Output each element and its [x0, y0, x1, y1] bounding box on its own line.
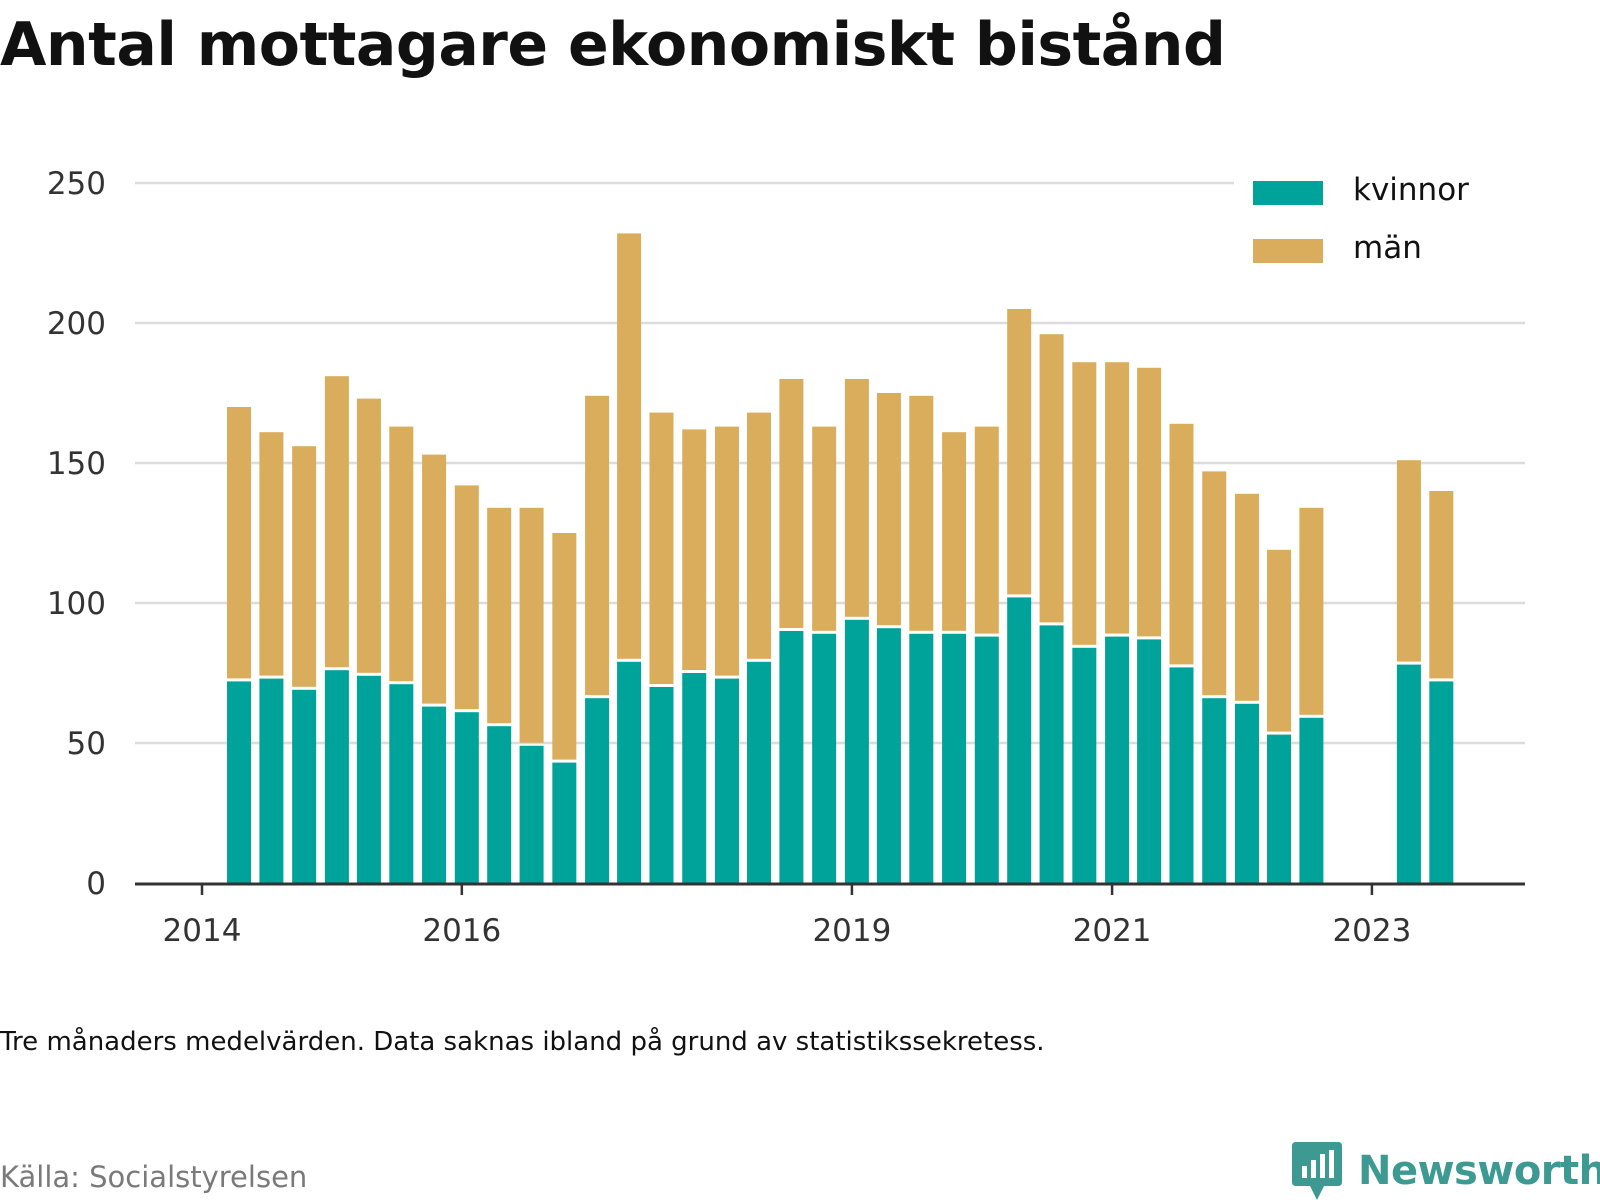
bar-kvinnor [779, 631, 804, 883]
bar-man [1299, 507, 1324, 715]
bar-chart: 0 50 100 150 200 250 2014 2016 2019 2021 2023 kvi… [46, 160, 1534, 949]
bar-man [1202, 471, 1227, 696]
bar-man [779, 379, 804, 628]
x-tick-label: 2016 [422, 913, 501, 949]
bar-kvinnor [1137, 639, 1162, 883]
bar-kvinnor [942, 633, 967, 883]
legend-label: män [1353, 230, 1422, 266]
bar-kvinnor [227, 681, 252, 883]
bar-kvinnor [1169, 667, 1194, 883]
bar-kvinnor [487, 726, 512, 883]
bar-man [812, 426, 837, 631]
bar-man [1105, 362, 1130, 634]
bar-kvinnor [1234, 703, 1259, 883]
bar-man [747, 412, 772, 659]
y-tick-label: 250 [47, 166, 106, 202]
y-tick-label: 50 [67, 726, 106, 762]
bar-kvinnor [1202, 698, 1227, 883]
chart-title: Antal mottagare ekonomiskt bistånd [0, 10, 1226, 80]
x-axis: 2014 2016 2019 2021 2023 [135, 882, 1525, 949]
bar-man [454, 485, 479, 710]
chart-note: Tre månaders medelvärden. Data saknas ib… [0, 1027, 1045, 1057]
bar-kvinnor [812, 633, 837, 883]
bar-man [649, 412, 674, 684]
legend: kvinnor män [1234, 160, 1534, 280]
bar-kvinnor [422, 706, 447, 883]
bar-kvinnor [259, 678, 284, 883]
y-tick-label: 0 [86, 866, 106, 902]
bar-kvinnor [682, 673, 707, 883]
bar-man [552, 533, 577, 760]
bar-man [324, 376, 349, 668]
bar-kvinnor [844, 619, 869, 883]
bar-man [1137, 367, 1162, 637]
bar-kvinnor [1429, 681, 1454, 883]
brand-logo: Newsworthy [1292, 1142, 1600, 1200]
bar-man [1396, 460, 1421, 662]
bar-man [1072, 362, 1097, 645]
bar-man [682, 429, 707, 670]
bar-kvinnor [747, 661, 772, 883]
bar-man [844, 379, 869, 617]
bar-kvinnor [454, 712, 479, 883]
bar-man [876, 393, 901, 626]
bar-kvinnor [356, 675, 381, 883]
bar-kvinnor [292, 689, 317, 883]
bar-kvinnor [974, 636, 999, 883]
bar-kvinnor [1267, 734, 1292, 883]
legend-swatch-kvinnor [1253, 181, 1323, 205]
bar-man [227, 407, 252, 679]
bar-kvinnor [1039, 625, 1064, 883]
bar-kvinnor [714, 678, 739, 883]
bar-man [1234, 493, 1259, 701]
y-axis-tick-labels: 0 50 100 150 200 250 [47, 166, 106, 902]
bar-kvinnor [1072, 647, 1097, 883]
bar-man [259, 432, 284, 676]
bar-man [487, 507, 512, 724]
x-tick-label: 2021 [1073, 913, 1152, 949]
y-tick-label: 200 [47, 306, 106, 342]
newsworthy-logo-icon [1292, 1142, 1342, 1200]
bar-kvinnor [909, 633, 934, 883]
bar-man [974, 426, 999, 634]
legend-label: kvinnor [1353, 172, 1469, 208]
bar-man [1169, 423, 1194, 665]
bar-man [585, 395, 610, 696]
bar-man [1007, 309, 1032, 595]
bar-man [356, 398, 381, 673]
bars [227, 233, 1454, 883]
x-tick-label: 2014 [163, 913, 242, 949]
bar-man [1267, 549, 1292, 732]
bar-kvinnor [1105, 636, 1130, 883]
bar-kvinnor [1299, 717, 1324, 883]
bar-kvinnor [876, 628, 901, 883]
legend-swatch-man [1253, 239, 1323, 263]
bar-man [617, 233, 642, 659]
bar-man [1039, 334, 1064, 623]
bar-man [1429, 491, 1454, 679]
bar-man [422, 454, 447, 704]
bar-kvinnor [585, 698, 610, 883]
bar-kvinnor [389, 684, 414, 883]
bar-man [389, 426, 414, 682]
bar-kvinnor [324, 670, 349, 883]
brand-name: Newsworthy [1358, 1148, 1600, 1194]
bar-kvinnor [519, 745, 544, 883]
x-tick-label: 2019 [812, 913, 891, 949]
bar-kvinnor [1007, 597, 1032, 883]
source-text: Källa: Socialstyrelsen [0, 1160, 308, 1194]
bar-man [519, 507, 544, 743]
y-tick-label: 150 [47, 446, 106, 482]
bar-man [714, 426, 739, 676]
bar-kvinnor [1396, 664, 1421, 883]
bar-man [909, 395, 934, 631]
bar-kvinnor [617, 661, 642, 883]
bar-man [942, 432, 967, 631]
bar-kvinnor [552, 762, 577, 883]
x-tick-label: 2023 [1332, 913, 1411, 949]
bar-kvinnor [649, 687, 674, 883]
y-tick-label: 100 [47, 586, 106, 622]
bar-man [292, 446, 317, 687]
